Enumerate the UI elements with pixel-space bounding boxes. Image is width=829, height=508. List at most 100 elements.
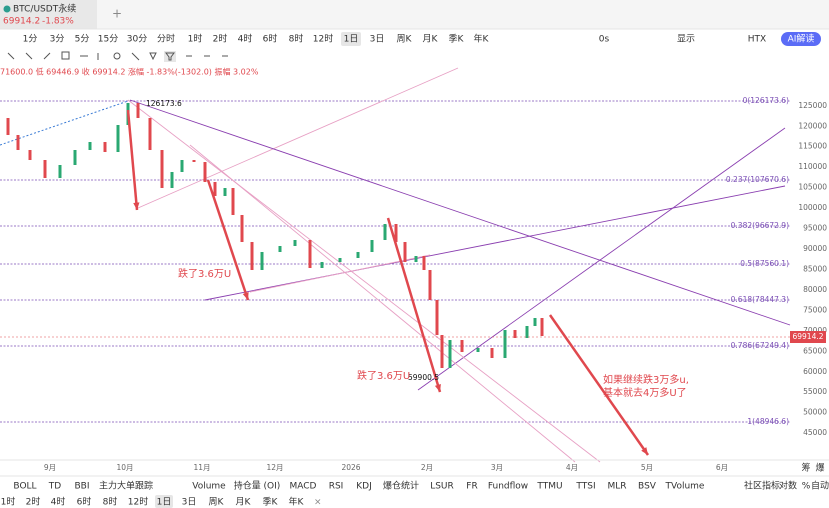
interval[interactable]: 分时 — [157, 33, 175, 45]
indicator[interactable]: 主力大单跟踪 — [99, 480, 153, 492]
interval[interactable]: 1日 — [344, 34, 359, 45]
fib-label: 0.786(67249.4) — [731, 341, 789, 350]
indicator[interactable]: MLR — [607, 482, 626, 492]
interval[interactable]: 3日 — [370, 34, 385, 45]
interval[interactable]: 3分 — [50, 34, 65, 45]
ai-button[interactable] — [781, 32, 821, 46]
price-tick: 95000 — [803, 224, 827, 233]
bottom-interval[interactable]: 年K — [289, 496, 305, 508]
indicator[interactable]: RSI — [329, 482, 344, 492]
interval[interactable]: 月K — [423, 34, 439, 45]
indicator[interactable]: BSV — [638, 482, 657, 492]
interval[interactable]: 季K — [449, 33, 465, 45]
candle — [43, 160, 47, 178]
price-tick: 70000 — [803, 326, 827, 335]
indicator[interactable]: MACD — [290, 482, 317, 492]
side-tab[interactable]: 筹 — [801, 462, 810, 474]
indicator[interactable]: TVolume — [665, 482, 705, 492]
indicator[interactable]: TD — [48, 482, 61, 492]
indicator[interactable]: TTSI — [575, 482, 595, 492]
candle — [293, 240, 297, 246]
fib-label: 0.382(96672.9) — [731, 221, 789, 230]
toolbar-item[interactable]: AI解读 — [788, 33, 815, 45]
interval[interactable]: 12时 — [313, 33, 333, 45]
interval[interactable]: 6时 — [263, 33, 278, 45]
indicator[interactable]: FR — [466, 482, 477, 492]
candle — [383, 224, 387, 240]
indicator[interactable]: 对数 — [779, 480, 797, 492]
interval[interactable]: 1分 — [23, 34, 38, 45]
interval[interactable]: 5分 — [75, 34, 90, 45]
indicator[interactable]: BBI — [74, 482, 89, 492]
bottom-interval[interactable]: 12时 — [128, 496, 148, 508]
toolbar-item[interactable]: 显示 — [677, 34, 695, 45]
indicator[interactable]: Fundflow — [488, 482, 528, 492]
bottom-interval[interactable]: 6时 — [77, 496, 92, 508]
interval[interactable]: 年K — [474, 33, 490, 45]
tool-icons-2[interactable] — [165, 52, 228, 61]
candle — [16, 135, 20, 150]
trend-line — [129, 99, 791, 326]
bottom-interval[interactable]: 1时 — [1, 496, 16, 508]
add-tab[interactable]: + — [112, 7, 122, 21]
close-icon[interactable]: × — [314, 498, 322, 508]
candle — [533, 318, 537, 326]
interval[interactable]: 8时 — [289, 33, 304, 45]
price-tick: 75000 — [803, 305, 827, 314]
candle — [88, 142, 92, 150]
candle — [58, 165, 62, 178]
tab-bar — [0, 0, 829, 29]
indicator[interactable]: % — [802, 482, 811, 492]
indicator[interactable]: 持仓量 (OI) — [234, 480, 281, 492]
candle — [414, 256, 418, 262]
tool-selected — [164, 51, 176, 62]
candle — [448, 340, 452, 368]
toolbar-item[interactable]: HTX — [748, 35, 766, 45]
interval[interactable]: 15分 — [98, 34, 118, 45]
bottom-interval[interactable]: 8时 — [103, 496, 118, 508]
bottom-interval[interactable]: 2时 — [26, 496, 41, 508]
indicator[interactable]: KDJ — [356, 482, 372, 492]
indicator[interactable]: BOLL — [13, 482, 36, 492]
bottom-interval[interactable]: 4时 — [51, 496, 66, 508]
candle — [435, 300, 439, 335]
interval[interactable]: 2时 — [213, 33, 228, 45]
candle — [213, 182, 217, 196]
interval[interactable]: 1时 — [188, 33, 203, 45]
selected-interval — [341, 32, 361, 46]
fib-label: 0.237(107670.6) — [726, 175, 789, 184]
indicator[interactable]: Volume — [192, 482, 226, 492]
side-tab[interactable]: 爆 — [815, 462, 824, 474]
time-tick: 10月 — [116, 463, 133, 472]
bottom-interval[interactable]: 1日 — [157, 497, 172, 508]
time-tick: 6月 — [716, 463, 728, 472]
candle — [403, 242, 407, 262]
candle — [203, 162, 207, 182]
candle — [170, 172, 174, 188]
interval[interactable]: 4时 — [238, 33, 253, 45]
tab[interactable] — [0, 0, 97, 29]
tool-icons[interactable] — [7, 51, 157, 61]
indicator[interactable]: TTMU — [536, 482, 562, 492]
arrow-head — [434, 384, 441, 392]
bottom-interval[interactable]: 3日 — [182, 497, 197, 508]
indicator[interactable]: 社区指标 — [744, 480, 780, 492]
interval[interactable]: 周K — [397, 34, 413, 45]
bottom-interval[interactable]: 周K — [209, 497, 225, 508]
candle — [160, 150, 164, 188]
fib-label: 0.5(87560.1) — [740, 259, 789, 268]
time-tick: 4月 — [566, 463, 578, 472]
price-tick: 110000 — [798, 162, 827, 171]
interval[interactable]: 30分 — [127, 34, 147, 45]
toolbar-item[interactable]: 0s — [599, 35, 610, 45]
arrow-head — [133, 202, 140, 210]
indicator[interactable]: 自动 — [811, 480, 829, 492]
arrow — [206, 179, 250, 301]
price-tick: 100000 — [798, 203, 827, 212]
price-tick: 65000 — [803, 346, 827, 355]
candle — [440, 335, 444, 368]
bottom-interval[interactable]: 月K — [236, 497, 252, 508]
indicator[interactable]: LSUR — [430, 482, 454, 492]
bottom-interval[interactable]: 季K — [263, 496, 279, 508]
indicator[interactable]: 爆仓统计 — [383, 480, 419, 492]
